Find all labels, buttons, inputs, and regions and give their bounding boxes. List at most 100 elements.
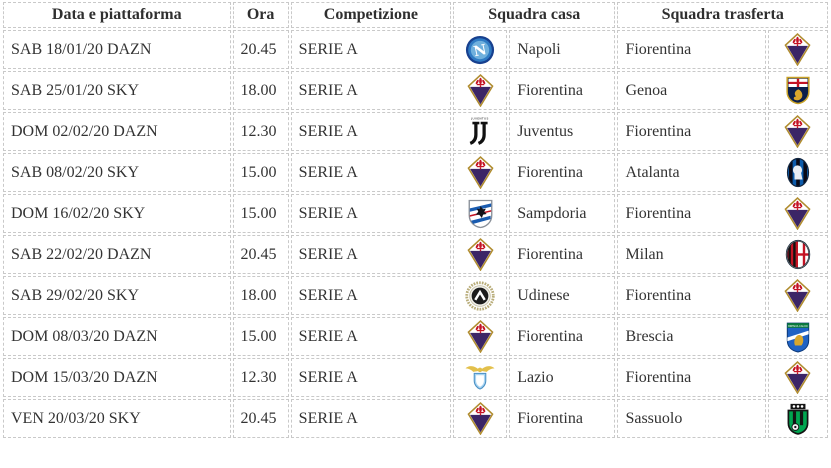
table-row: SAB 22/02/20 DAZN 20.45 SERIE A Fiorentina…: [3, 235, 828, 274]
home-logo-cell: [453, 358, 508, 397]
away-logo-cell: [767, 112, 828, 151]
header-row: Data e piattaforma Ora Competizione Squa…: [3, 2, 828, 28]
table-header: Data e piattaforma Ora Competizione Squa…: [3, 2, 828, 28]
match-competition-cell: SERIE A: [290, 358, 452, 397]
match-competition-cell: SERIE A: [290, 235, 452, 274]
home-team-name-cell: Fiorentina: [509, 71, 616, 110]
juventus-logo-icon: JUVENTUS: [469, 117, 488, 145]
away-team-name-cell: Fiorentina: [617, 194, 766, 233]
away-team-name-cell: Genoa: [617, 71, 766, 110]
fixtures-table: Data e piattaforma Ora Competizione Squa…: [1, 0, 830, 440]
header-date-platform: Data e piattaforma: [3, 2, 231, 28]
away-team-name-cell: Fiorentina: [617, 30, 766, 69]
sampdoria-logo-icon: [468, 199, 493, 228]
match-time-cell: 18.00: [232, 71, 289, 110]
away-team-name-cell: Fiorentina: [617, 276, 766, 315]
brescia-logo-icon: BRESCIA CALCIO: [786, 322, 810, 352]
home-logo-cell: [453, 235, 508, 274]
atalanta-logo-icon: [786, 157, 809, 188]
away-logo-cell: [767, 276, 828, 315]
home-team-name-cell: Juventus: [509, 112, 616, 151]
match-competition-cell: SERIE A: [290, 399, 452, 438]
header-away-team: Squadra trasferta: [617, 2, 828, 28]
match-date-platform-cell: SAB 25/01/20 SKY: [3, 71, 231, 110]
match-date-platform-cell: SAB 18/01/20 DAZN: [3, 30, 231, 69]
away-logo-cell: [767, 194, 828, 233]
away-logo-cell: [767, 71, 828, 110]
lazio-logo-icon: [465, 366, 495, 390]
match-time-cell: 20.45: [232, 235, 289, 274]
away-logo-cell: [767, 153, 828, 192]
match-time-cell: 15.00: [232, 317, 289, 356]
match-date-platform-cell: SAB 29/02/20 SKY: [3, 276, 231, 315]
home-team-name-cell: Sampdoria: [509, 194, 616, 233]
home-logo-cell: [453, 276, 508, 315]
away-logo-cell: BRESCIA CALCIO: [767, 317, 828, 356]
fiorentina-logo-icon: [784, 33, 811, 67]
match-competition-cell: SERIE A: [290, 194, 452, 233]
header-home-team: Squadra casa: [453, 2, 616, 28]
table-row: SAB 29/02/20 SKY 18.00 SERIE A Udinese Fior…: [3, 276, 828, 315]
home-team-name-cell: Fiorentina: [509, 153, 616, 192]
header-competition: Competizione: [290, 2, 452, 28]
match-date-platform-cell: VEN 20/03/20 SKY: [3, 399, 231, 438]
home-team-name-cell: Udinese: [509, 276, 616, 315]
away-logo-cell: [767, 358, 828, 397]
away-team-name-cell: Sassuolo: [617, 399, 766, 438]
match-competition-cell: SERIE A: [290, 276, 452, 315]
away-team-name-cell: Milan: [617, 235, 766, 274]
home-logo-cell: [453, 317, 508, 356]
match-date-platform-cell: DOM 02/02/20 DAZN: [3, 112, 231, 151]
away-team-name-cell: Atalanta: [617, 153, 766, 192]
table-body: SAB 18/01/20 DAZN 20.45 SERIE A N Napoli Fi…: [3, 30, 828, 438]
milan-logo-icon: [785, 239, 811, 270]
home-team-name-cell: Fiorentina: [509, 235, 616, 274]
udinese-logo-icon: [465, 280, 495, 311]
match-competition-cell: SERIE A: [290, 30, 452, 69]
table-row: SAB 18/01/20 DAZN 20.45 SERIE A N Napoli Fi…: [3, 30, 828, 69]
match-date-platform-cell: DOM 15/03/20 DAZN: [3, 358, 231, 397]
fiorentina-logo-icon: [784, 197, 811, 231]
header-time: Ora: [232, 2, 289, 28]
match-time-cell: 18.00: [232, 276, 289, 315]
svg-text:JUVENTUS: JUVENTUS: [470, 117, 488, 121]
sassuolo-logo-icon: [787, 403, 809, 435]
away-logo-cell: [767, 399, 828, 438]
match-date-platform-cell: DOM 08/03/20 DAZN: [3, 317, 231, 356]
home-logo-cell: [453, 194, 508, 233]
home-team-name-cell: Napoli: [509, 30, 616, 69]
svg-text:N: N: [472, 41, 488, 59]
match-competition-cell: SERIE A: [290, 112, 452, 151]
table-row: VEN 20/03/20 SKY 20.45 SERIE A Fiorentina S…: [3, 399, 828, 438]
match-time-cell: 12.30: [232, 358, 289, 397]
fiorentina-logo-icon: [784, 279, 811, 313]
match-date-platform-cell: SAB 08/02/20 SKY: [3, 153, 231, 192]
home-logo-cell: N: [453, 30, 508, 69]
home-logo-cell: [453, 71, 508, 110]
away-team-name-cell: Brescia: [617, 317, 766, 356]
fiorentina-logo-icon: [784, 115, 811, 149]
napoli-logo-icon: N: [466, 35, 495, 64]
table-row: DOM 08/03/20 DAZN 15.00 SERIE A Fiorentina…: [3, 317, 828, 356]
match-date-platform-cell: DOM 16/02/20 SKY: [3, 194, 231, 233]
home-logo-cell: [453, 399, 508, 438]
fiorentina-logo-icon: [784, 361, 811, 395]
fiorentina-logo-icon: [467, 402, 494, 436]
home-logo-cell: [453, 153, 508, 192]
away-team-name-cell: Fiorentina: [617, 358, 766, 397]
away-team-name-cell: Fiorentina: [617, 112, 766, 151]
home-logo-cell: JUVENTUS: [453, 112, 508, 151]
home-team-name-cell: Fiorentina: [509, 317, 616, 356]
table-row: SAB 08/02/20 SKY 15.00 SERIE A Fiorentina A…: [3, 153, 828, 192]
home-team-name-cell: Lazio: [509, 358, 616, 397]
table-row: DOM 02/02/20 DAZN 12.30 SERIE A JUVENTUS J…: [3, 112, 828, 151]
match-time-cell: 15.00: [232, 153, 289, 192]
match-competition-cell: SERIE A: [290, 153, 452, 192]
genoa-logo-icon: [786, 76, 810, 105]
match-time-cell: 15.00: [232, 194, 289, 233]
match-competition-cell: SERIE A: [290, 71, 452, 110]
table-row: DOM 15/03/20 DAZN 12.30 SERIE A Lazio Fiore…: [3, 358, 828, 397]
fiorentina-logo-icon: [467, 320, 494, 354]
fiorentina-logo-icon: [467, 156, 494, 190]
match-date-platform-cell: SAB 22/02/20 DAZN: [3, 235, 231, 274]
